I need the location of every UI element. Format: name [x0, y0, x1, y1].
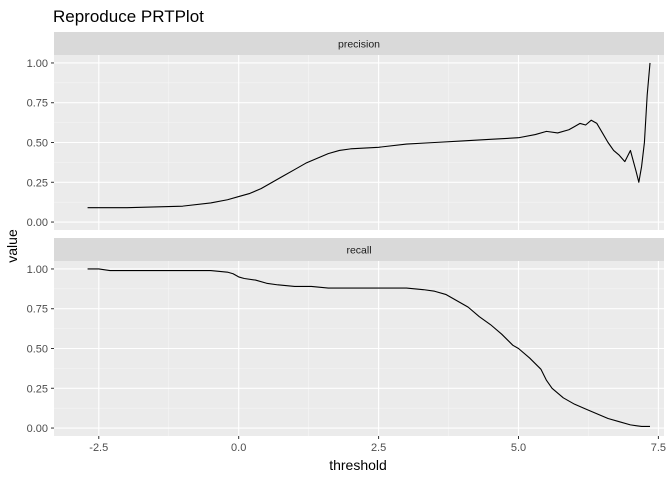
y-tick-label: 0.50 — [27, 344, 48, 356]
y-axis-title: value — [4, 229, 20, 263]
chart-title: Reproduce PRTPlot — [53, 7, 204, 26]
facet-strip — [54, 238, 664, 261]
x-tick-label: 5.0 — [511, 442, 526, 454]
x-tick-label: 2.5 — [371, 442, 386, 454]
y-tick-label: 0.75 — [27, 304, 48, 316]
x-tick-label: -2.5 — [89, 442, 108, 454]
facet-strip — [54, 32, 664, 55]
facet-strip-label: recall — [346, 245, 371, 257]
series-line-recall — [87, 268, 651, 427]
y-tick-label: 1.00 — [27, 58, 48, 70]
y-tick-label: 0.25 — [27, 177, 48, 189]
facet-panel-recall: recall 0.00 0.25 0.50 0.75 1.00 — [27, 238, 664, 436]
x-tick-label: 7.5 — [651, 442, 666, 454]
y-tick-label: 0.75 — [27, 98, 48, 110]
y-tick-label: 1.00 — [27, 264, 48, 276]
facet-panel-precision: precision 0.00 0.25 0.50 0.75 1.00 — [27, 32, 664, 230]
y-tick-label: 0.00 — [27, 423, 48, 435]
facet-strip-label: precision — [338, 39, 380, 51]
y-tick-label: 0.50 — [27, 138, 48, 150]
y-tick-label: 0.00 — [27, 217, 48, 229]
series-line-precision — [87, 62, 651, 209]
x-axis-title: threshold — [329, 457, 387, 473]
y-tick-label: 0.25 — [27, 383, 48, 395]
x-tick-label: 0.0 — [231, 442, 246, 454]
